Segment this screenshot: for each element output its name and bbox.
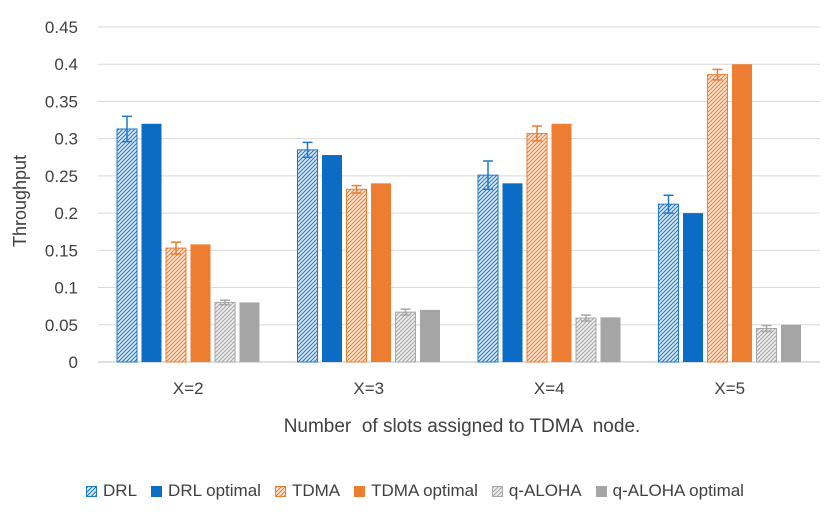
legend-label: q-ALOHA: [508, 481, 582, 500]
legend-swatch: [491, 485, 503, 497]
y-tick-label: 0.2: [54, 204, 78, 223]
bar-q-aloha-x5: [756, 328, 777, 363]
bar-drl-optimal-x4: [502, 183, 523, 362]
bar-drl-x4: [477, 174, 499, 363]
legend-swatch: [595, 485, 607, 497]
bar-drl-optimal-x5: [683, 213, 703, 362]
legend-item-drl: DRL: [86, 481, 137, 501]
legend-swatch: [86, 485, 98, 497]
bar-tdma-x4: [526, 132, 548, 363]
bar-drl-x3: [297, 149, 318, 363]
legend-label: DRL optimal: [168, 481, 261, 500]
bar-q-aloha-optimal-x5: [781, 324, 801, 362]
bar-q-aloha-optimal-x4: [600, 317, 621, 362]
bar-tdma-x5: [707, 74, 728, 363]
y-tick-label: 0.15: [45, 241, 78, 260]
bar-q-aloha-x2: [214, 301, 236, 363]
x-tick-label: X=3: [353, 379, 384, 398]
legend-item-tdma: TDMA: [274, 481, 341, 501]
legend-item-q-aloha: q-ALOHA: [491, 481, 582, 501]
legend-item-drl-optimal: DRL optimal: [151, 481, 261, 501]
bars: [116, 64, 801, 363]
x-axis-label: Number of slots assigned to TDMA node.: [284, 416, 641, 437]
y-tick-label: 0.3: [54, 130, 78, 149]
legend: DRL DRL optimal TDMA TDMA optimal q-ALOHA q-A…: [0, 478, 830, 504]
legend-item-q-aloha-optimal: q-ALOHA optimal: [595, 481, 744, 501]
x-tick-label: X=2: [173, 379, 204, 398]
y-axis-ticks: 0 0.05 0.1 0.15 0.2 0.25 0.3 0.35 0.4 0.45: [45, 18, 78, 372]
y-tick-label: 0: [69, 353, 78, 372]
bar-q-aloha-x3: [395, 311, 416, 363]
bar-drl-optimal-x3: [322, 155, 342, 362]
legend-swatch: [274, 485, 286, 497]
bar-drl-optimal-x2: [141, 123, 162, 363]
bar-tdma-optimal-x3: [371, 183, 391, 362]
legend-item-tdma-optimal: TDMA optimal: [354, 481, 478, 501]
y-tick-label: 0.25: [45, 167, 78, 186]
bar-q-aloha-x4: [575, 317, 597, 363]
bar-tdma-optimal-x5: [732, 64, 752, 362]
x-axis-ticks: X=2 X=3 X=4 X=5: [173, 379, 745, 398]
y-tick-label: 0.1: [54, 279, 78, 298]
y-tick-label: 0.05: [45, 316, 78, 335]
legend-label: TDMA: [291, 481, 341, 500]
legend-swatch: [151, 485, 163, 497]
bar-drl-x2: [116, 128, 138, 363]
x-tick-label: X=4: [534, 379, 565, 398]
y-axis-label: Throughput: [10, 155, 30, 247]
bar-tdma-optimal-x2: [190, 244, 211, 362]
legend-label: q-ALOHA optimal: [612, 481, 744, 500]
bar-q-aloha-optimal-x3: [420, 309, 440, 362]
legend-swatch: [354, 485, 366, 497]
bar-tdma-optimal-x4: [551, 123, 572, 363]
legend-label: TDMA optimal: [371, 481, 478, 500]
x-tick-label: X=5: [714, 379, 745, 398]
y-tick-label: 0.4: [54, 55, 78, 74]
y-tick-label: 0.45: [45, 18, 78, 37]
bar-q-aloha-optimal-x2: [239, 302, 260, 362]
legend-label: DRL: [103, 481, 138, 500]
y-tick-label: 0.35: [45, 92, 78, 111]
bar-tdma-x3: [346, 188, 367, 363]
bar-drl-x5: [658, 203, 679, 363]
bar-tdma-x2: [165, 247, 187, 363]
